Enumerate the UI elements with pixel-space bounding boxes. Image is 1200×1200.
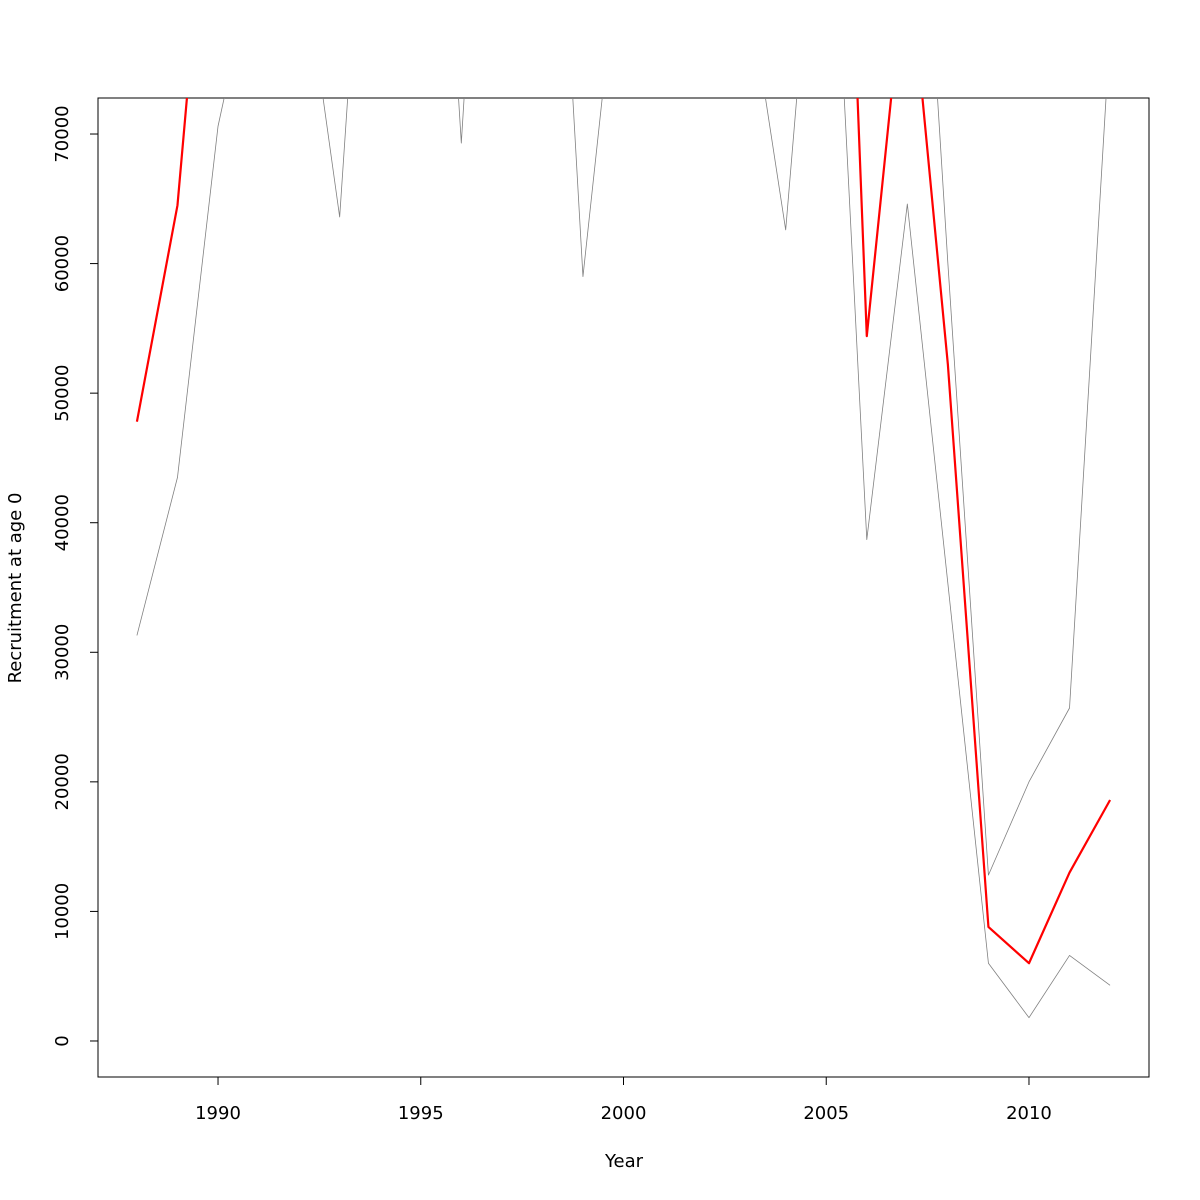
series-line xyxy=(135,98,1112,965)
y-tick-label: 50000 xyxy=(52,365,73,422)
y-axis-label: Recruitment at age 0 xyxy=(5,493,26,684)
y-tick-label: 70000 xyxy=(52,105,73,162)
y-tick-label: 20000 xyxy=(52,753,73,810)
y-tick-label: 60000 xyxy=(52,235,73,292)
plot-area xyxy=(135,98,1112,1019)
y-tick-label: 10000 xyxy=(52,883,73,940)
x-tick-label: 2010 xyxy=(1006,1103,1052,1124)
x-axis-label: Year xyxy=(604,1151,644,1172)
series-line xyxy=(937,98,1107,876)
x-tick-label: 1995 xyxy=(398,1103,444,1124)
y-tick-label: 0 xyxy=(52,1035,73,1046)
x-tick-label: 1990 xyxy=(195,1103,241,1124)
x-tick-label: 2000 xyxy=(601,1103,647,1124)
y-tick-label: 40000 xyxy=(52,494,73,551)
y-tick-label: 30000 xyxy=(52,624,73,681)
x-tick-label: 2005 xyxy=(803,1103,849,1124)
series-line xyxy=(136,98,1111,1019)
